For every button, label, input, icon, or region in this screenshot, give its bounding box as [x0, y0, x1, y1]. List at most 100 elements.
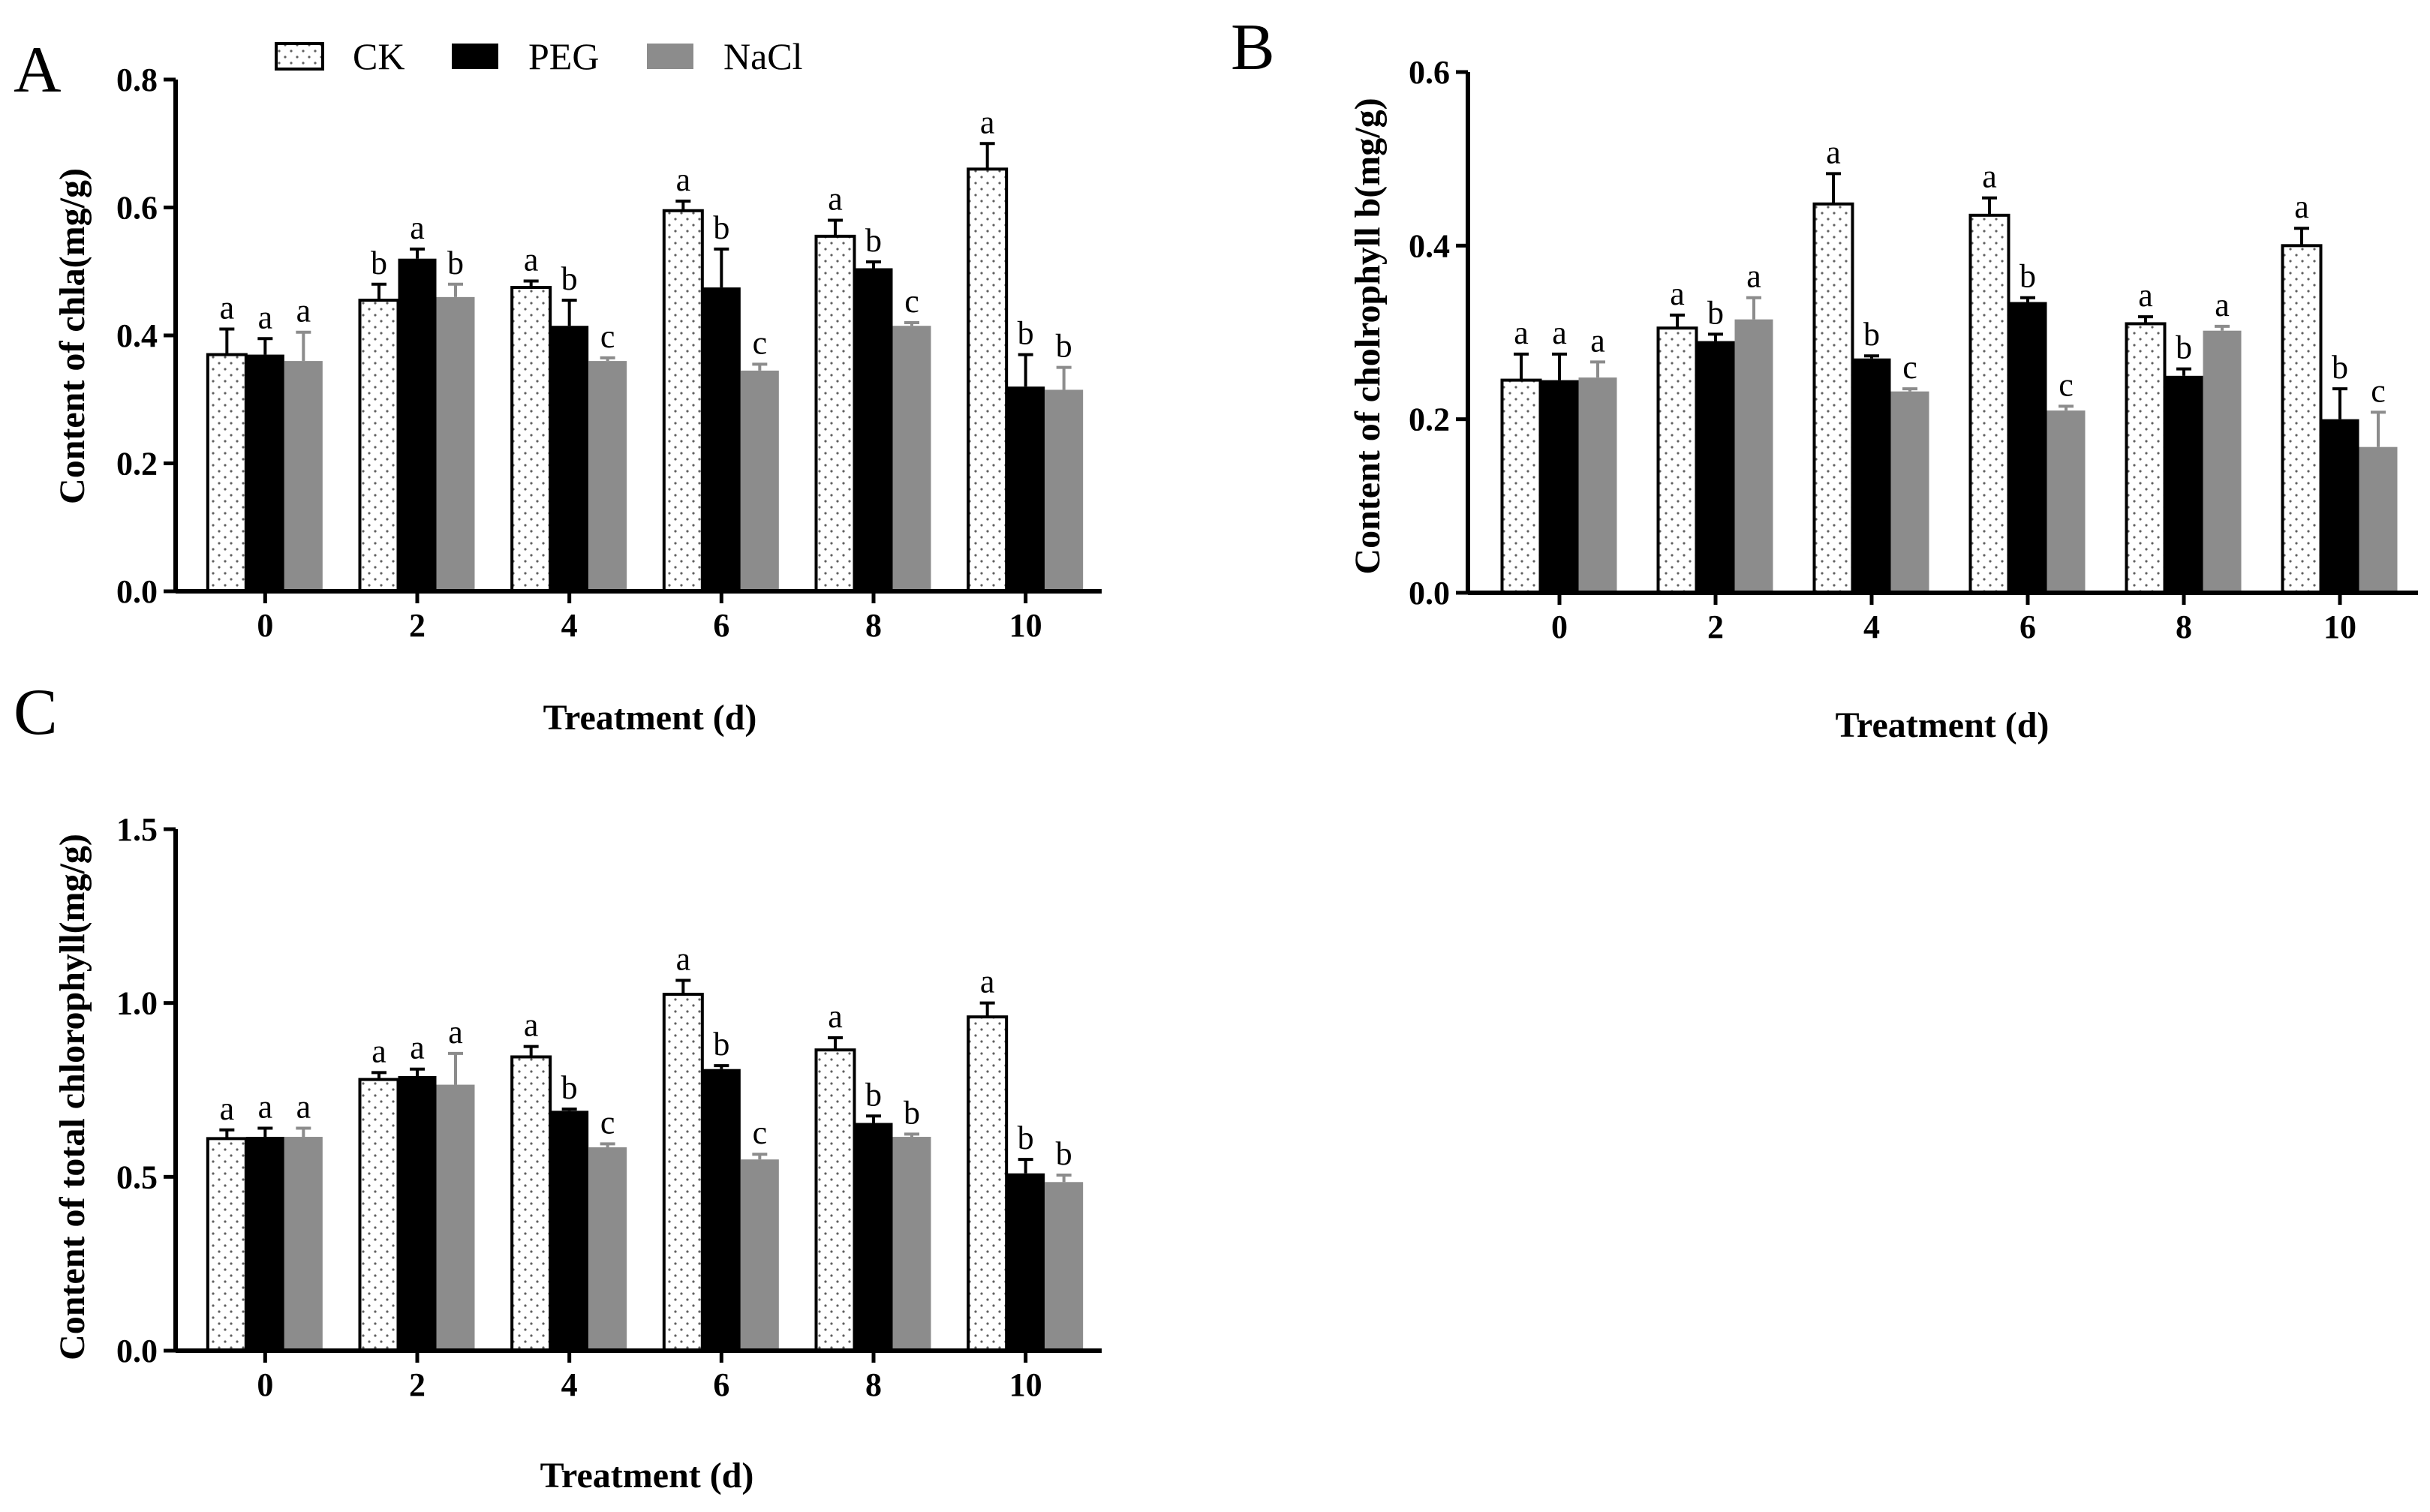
x-tick-label-b-2: 2 — [1707, 609, 1724, 645]
sig-letter-c-nacl-0: a — [296, 1088, 311, 1125]
bar-b-nacl-0 — [1578, 377, 1617, 593]
panel-letter-b: B — [1231, 11, 1275, 84]
sig-letter-b-peg-10: b — [2332, 349, 2348, 386]
bar-a-peg-2 — [398, 258, 437, 591]
sig-letter-a-ck-10: a — [980, 104, 995, 140]
sig-letter-c-nacl-6: c — [753, 1114, 768, 1151]
x-axis-title-c: Treatment (d) — [540, 1456, 754, 1495]
sig-letter-a-ck-2: b — [371, 245, 387, 281]
x-tick-label-a-10: 10 — [1009, 607, 1042, 644]
x-tick-label-c-8: 8 — [865, 1366, 882, 1403]
sig-letter-a-ck-6: a — [676, 161, 691, 198]
sig-letter-c-peg-4: b — [561, 1069, 578, 1106]
sig-letter-c-nacl-2: a — [448, 1014, 463, 1051]
sig-letter-b-ck-8: a — [2138, 277, 2153, 314]
bar-c-peg-10 — [1006, 1173, 1045, 1351]
sig-letter-c-ck-2: a — [371, 1033, 386, 1069]
bar-a-ck-4 — [510, 286, 552, 593]
sig-letter-a-nacl-8: c — [904, 283, 919, 320]
y-tick-label-b-0.0: 0.0 — [1409, 575, 1450, 612]
y-tick-label-c-0.5: 0.5 — [116, 1159, 158, 1195]
sig-letter-c-ck-8: a — [828, 998, 843, 1035]
bar-b-ck-6 — [1968, 213, 2010, 594]
sig-letter-b-nacl-10: c — [2371, 372, 2386, 409]
x-tick-label-a-4: 4 — [561, 607, 578, 644]
sig-letter-b-ck-6: a — [1982, 158, 1997, 195]
x-tick-label-b-4: 4 — [1863, 609, 1880, 645]
sig-letter-a-nacl-4: c — [600, 318, 615, 355]
bar-c-peg-8 — [854, 1123, 893, 1351]
x-axis-title-a: Treatment (d) — [543, 698, 757, 738]
x-tick-label-b-10: 10 — [2323, 609, 2356, 645]
x-tick-label-b-8: 8 — [2176, 609, 2192, 645]
sig-letter-c-nacl-4: c — [600, 1104, 615, 1141]
x-tick-label-c-4: 4 — [561, 1366, 578, 1403]
bar-a-nacl-6 — [740, 370, 779, 591]
bar-c-peg-0 — [245, 1137, 284, 1351]
bar-a-peg-6 — [702, 287, 741, 591]
y-axis-title-c: Content of total chlorophyll(mg/g) — [53, 834, 92, 1360]
y-tick-label-b-0.6: 0.6 — [1409, 54, 1450, 91]
bar-c-nacl-10 — [1045, 1182, 1084, 1351]
bar-b-ck-10 — [2281, 244, 2323, 594]
sig-letter-c-ck-6: a — [676, 941, 691, 978]
bar-b-peg-2 — [1696, 341, 1735, 593]
bar-a-nacl-2 — [436, 296, 475, 591]
bar-c-nacl-0 — [284, 1137, 323, 1351]
sig-letter-b-nacl-6: c — [2059, 366, 2074, 403]
y-tick-label-a-0.8: 0.8 — [116, 62, 158, 98]
sig-letter-c-ck-0: a — [220, 1090, 235, 1127]
sig-letter-a-ck-4: a — [524, 242, 539, 278]
bar-a-peg-10 — [1006, 386, 1045, 591]
bar-a-nacl-4 — [588, 361, 627, 591]
bar-c-ck-10 — [967, 1015, 1009, 1352]
bar-b-ck-8 — [2125, 322, 2167, 594]
bar-b-ck-0 — [1500, 378, 1542, 594]
bar-b-nacl-4 — [1890, 391, 1929, 593]
x-axis-title-b: Treatment (d) — [1836, 705, 2050, 745]
bar-c-peg-2 — [398, 1075, 437, 1351]
sig-letter-a-peg-2: a — [410, 209, 425, 246]
x-tick-label-c-10: 10 — [1009, 1366, 1042, 1403]
y-tick-label-a-0.0: 0.0 — [116, 573, 158, 610]
sig-letter-c-peg-6: b — [713, 1026, 729, 1063]
sig-letter-a-peg-8: b — [865, 222, 882, 259]
sig-letter-b-nacl-4: c — [1902, 349, 1917, 386]
bar-c-nacl-4 — [588, 1147, 627, 1351]
bar-a-peg-0 — [245, 354, 284, 591]
sig-letter-c-ck-10: a — [980, 963, 995, 1000]
x-tick-label-a-2: 2 — [409, 607, 426, 644]
sig-letter-b-ck-2: a — [1670, 275, 1685, 312]
panel-letter-c: C — [14, 676, 58, 749]
bar-a-ck-6 — [662, 209, 704, 593]
x-tick-label-b-6: 6 — [2019, 609, 2036, 645]
x-tick-label-c-0: 0 — [257, 1366, 273, 1403]
bar-b-peg-0 — [1540, 380, 1579, 593]
x-tick-label-b-0: 0 — [1551, 609, 1568, 645]
bar-b-ck-2 — [1656, 326, 1698, 594]
sig-letter-b-peg-0: a — [1552, 314, 1567, 351]
legend-label-peg: PEG — [528, 35, 599, 77]
bar-c-nacl-2 — [436, 1084, 475, 1351]
legend-swatch-nacl — [647, 44, 693, 69]
bar-c-peg-4 — [550, 1111, 589, 1351]
x-tick-label-c-2: 2 — [409, 1366, 426, 1403]
x-tick-label-a-8: 8 — [865, 607, 882, 644]
sig-letter-b-nacl-8: a — [2215, 287, 2230, 323]
sig-letter-c-peg-10: b — [1018, 1120, 1034, 1156]
y-tick-label-c-0.0: 0.0 — [116, 1333, 158, 1369]
bar-a-nacl-0 — [284, 361, 323, 591]
sig-letter-b-ck-0: a — [1514, 314, 1529, 351]
bar-c-ck-2 — [358, 1078, 400, 1352]
sig-letter-a-ck-0: a — [220, 289, 235, 326]
bar-c-ck-8 — [814, 1048, 856, 1352]
bar-b-peg-10 — [2320, 419, 2359, 593]
sig-letter-c-nacl-10: b — [1056, 1135, 1072, 1172]
legend-swatch-ck — [275, 42, 324, 71]
bar-b-nacl-2 — [1734, 319, 1773, 593]
bar-a-ck-10 — [967, 167, 1009, 594]
